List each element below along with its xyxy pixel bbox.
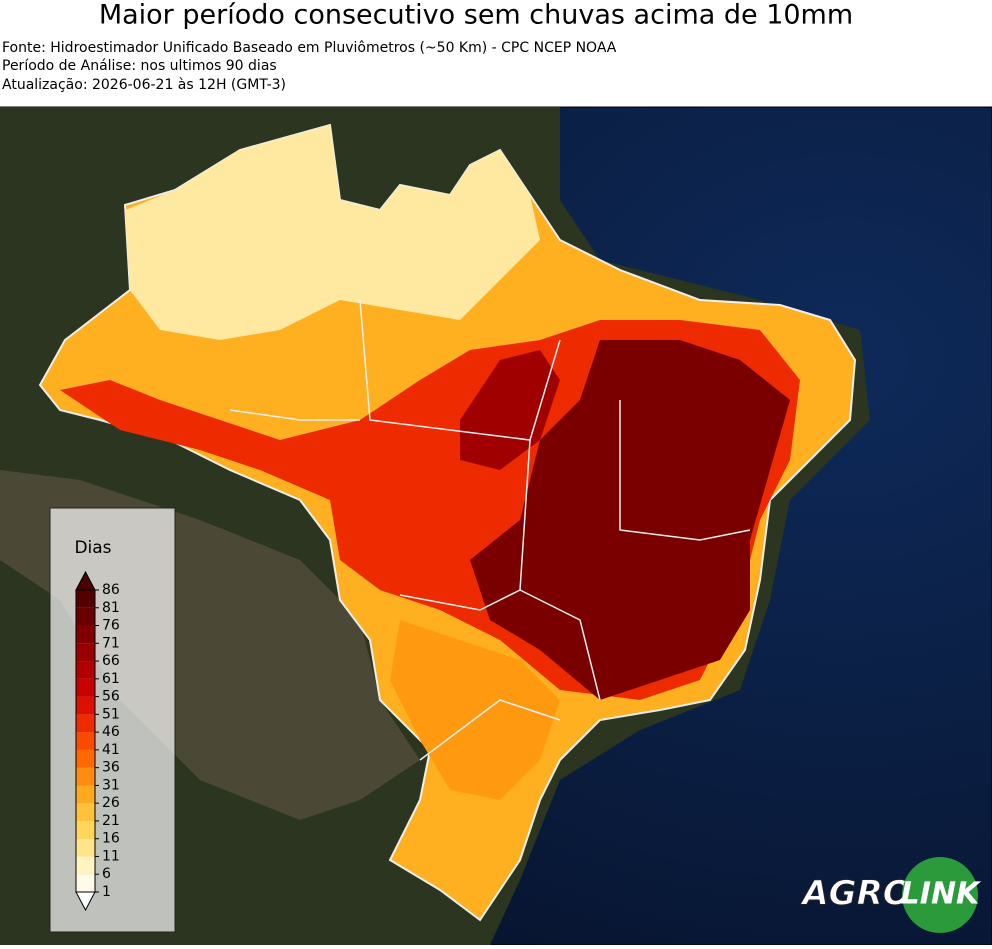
legend-title: Dias	[74, 538, 111, 558]
colorbar-bin	[76, 732, 95, 750]
colorbar-tick-label: 41	[102, 742, 120, 758]
period: Período de Análise: nos ultimos 90 dias	[2, 58, 277, 74]
region-pale	[125, 125, 540, 340]
colorbar-tick-label: 56	[102, 689, 120, 705]
logo-right: LINK	[901, 877, 982, 912]
colorbar-tick-label: 51	[102, 706, 120, 722]
colorbar-tick-label: 71	[102, 635, 120, 651]
colorbar-bin	[76, 803, 95, 821]
colorbar-tick-label: 16	[102, 831, 120, 847]
logo-circle	[902, 857, 978, 933]
colorbar-tick-label: 11	[102, 848, 120, 864]
logo: AGRO LINK	[799, 857, 982, 933]
colorbar-tick-label: 46	[102, 724, 120, 740]
colorbar-bin	[76, 767, 95, 786]
map	[0, 106, 992, 946]
colorbar-bin	[76, 820, 95, 839]
colorbar-tick-label: 76	[102, 618, 120, 634]
colorbar-tick-label: 1	[102, 884, 111, 900]
colorbar-tick-label: 36	[102, 760, 120, 776]
colorbar-bin	[76, 749, 95, 768]
colorbar-bin	[76, 874, 95, 892]
colorbar-tick-label: 21	[102, 813, 120, 829]
colorbar-tick-label: 61	[102, 671, 120, 687]
colorbar-tick-label: 81	[102, 600, 120, 616]
source: Fonte: Hidroestimador Unificado Baseado …	[2, 40, 617, 56]
region-darkred-2	[460, 350, 560, 470]
logo-left: AGRO	[799, 874, 911, 914]
colorbar-bin	[76, 785, 95, 804]
colorbar-frame	[75, 589, 96, 893]
colorbar-tick-label: 26	[102, 795, 120, 811]
colorbar-bin	[76, 856, 95, 875]
state-borders	[229, 299, 751, 761]
colorbar-tick-label: 66	[102, 653, 120, 669]
colorbar-bin	[76, 590, 95, 608]
legend-box	[49, 507, 176, 933]
colorbar-bin	[76, 714, 95, 733]
colorbar-bin	[76, 661, 95, 679]
colorbar-tick-label: 86	[102, 582, 120, 598]
updated: Atualização: 2026-06-21 às 12H (GMT-3)	[2, 77, 286, 93]
colorbar-tick-label: 31	[102, 777, 120, 793]
colorbar-tick-label: 6	[102, 866, 111, 882]
region-south	[390, 620, 560, 800]
region-darkred	[470, 340, 790, 700]
colorbar-bin	[76, 625, 95, 644]
colorbar-bin	[76, 838, 95, 857]
colorbar-bin	[76, 643, 95, 662]
colorbar-bin	[76, 607, 95, 626]
colorbar-bin	[76, 678, 95, 697]
title: Maior período consecutivo sem chuvas aci…	[99, 0, 853, 31]
colorbar-bin	[76, 696, 95, 715]
